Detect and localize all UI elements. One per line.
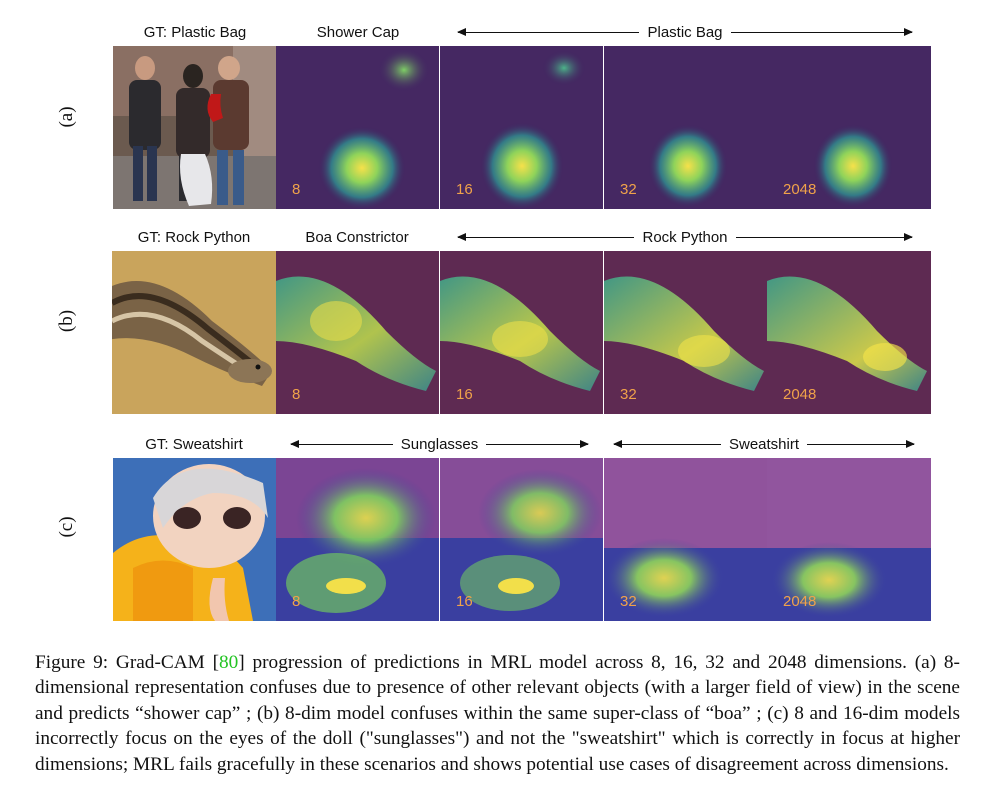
row-label-c: (c) bbox=[56, 516, 77, 538]
heatmap-b-16: 16 bbox=[440, 251, 603, 414]
gt-label-c: GT: Sweatshirt bbox=[145, 436, 243, 453]
dim-label: 32 bbox=[620, 386, 637, 403]
row-label-a: (a) bbox=[56, 106, 77, 128]
caption-text-body: ] progression of predictions in MRL mode… bbox=[35, 652, 960, 775]
first-pred-a: Shower Cap bbox=[316, 24, 400, 41]
dim-label: 32 bbox=[620, 593, 637, 610]
dim-label: 8 bbox=[292, 181, 301, 198]
heatmap-a-2048: 2048 bbox=[767, 46, 931, 209]
heatmap-b-32: 32 bbox=[604, 251, 767, 414]
original-image-plastic-bag bbox=[113, 46, 276, 209]
gt-label-b: GT: Rock Python bbox=[137, 229, 251, 246]
span-pred-b: Rock Python bbox=[456, 229, 914, 246]
citation-link[interactable]: 80 bbox=[219, 652, 239, 673]
heatmap-a-16: 16 bbox=[440, 46, 603, 209]
span-pred-c-left: Sunglasses bbox=[290, 436, 589, 453]
first-pred-b: Boa Constrictor bbox=[305, 229, 409, 246]
dim-label: 8 bbox=[292, 593, 301, 610]
gt-label-a: GT: Plastic Bag bbox=[143, 24, 247, 41]
dim-label: 2048 bbox=[783, 181, 817, 198]
heatmap-c-32: 32 bbox=[604, 458, 767, 621]
caption-text-start: Grad-CAM [ bbox=[108, 652, 220, 673]
dim-label: 16 bbox=[456, 181, 473, 198]
heatmap-c-16: 16 bbox=[440, 458, 603, 621]
heatmap-c-2048: 2048 bbox=[767, 458, 931, 621]
dim-label: 2048 bbox=[783, 386, 817, 403]
heatmap-b-8: 8 bbox=[276, 251, 439, 414]
heatmap-c-8: 8 bbox=[276, 458, 439, 621]
dim-label: 32 bbox=[620, 181, 637, 198]
original-image-doll-sweatshirt bbox=[113, 458, 276, 621]
figure-caption: Figure 9: Grad-CAM [80] progression of p… bbox=[35, 650, 960, 777]
heatmap-a-32: 32 bbox=[604, 46, 767, 209]
dim-label: 2048 bbox=[783, 593, 817, 610]
row-label-b: (b) bbox=[56, 309, 77, 333]
span-pred-a: Plastic Bag bbox=[456, 24, 914, 41]
dim-label: 16 bbox=[456, 386, 473, 403]
dim-label: 8 bbox=[292, 386, 301, 403]
figure-number: Figure 9: bbox=[35, 652, 109, 673]
heatmap-b-2048: 2048 bbox=[767, 251, 931, 414]
dim-label: 16 bbox=[456, 593, 473, 610]
span-pred-c-right: Sweatshirt bbox=[613, 436, 915, 453]
heatmap-a-8: 8 bbox=[276, 46, 439, 209]
original-image-rock-python bbox=[112, 251, 276, 414]
